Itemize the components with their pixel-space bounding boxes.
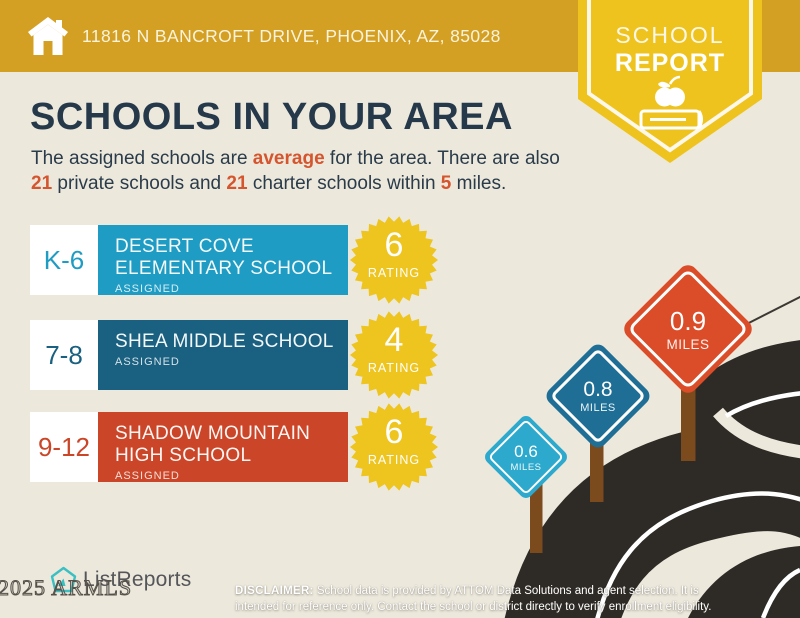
intro-segment: The assigned schools are [31,148,253,169]
house-icon [28,17,68,55]
assigned-label: ASSIGNED [115,356,180,368]
page-title: SCHOOLS IN YOUR AREA [30,96,513,138]
school-name-line1: DESERT COVE [115,236,254,257]
rating-label: RATING [367,361,421,375]
road-main [504,419,800,618]
disclaimer-body: School data is provided by ATTOM Data So… [235,584,712,613]
intro-segment: miles. [451,173,507,195]
school-name-line1: SHADOW MOUNTAIN [115,423,311,444]
school-bar: SHADOW MOUNTAIN HIGH SCHOOL ASSIGNED [98,412,348,482]
school-bar: DESERT COVE ELEMENTARY SCHOOL ASSIGNED [98,225,348,295]
rating-starburst: 6 RATING [350,403,438,491]
sign-unit: MILES [510,461,542,473]
rating-starburst: 6 RATING [350,216,438,304]
listreports-logo: ListReports [50,566,191,593]
school-report-badge: SCHOOL REPORT [578,0,762,170]
distance-sign-09: 0.9 MILES [620,261,756,397]
sign-distance: 0.8 [583,378,613,401]
sign-distance: 0.6 [514,441,538,461]
intro-highlight-charter-count: 21 [226,173,248,195]
road-line-1 [595,491,800,618]
brand-name: ListReports [83,567,192,591]
road-line-2 [724,391,800,418]
rating-value: 6 [384,413,404,451]
grade-range: K-6 [30,225,98,295]
school-name-line1: SHEA MIDDLE SCHOOL [115,331,334,352]
rating-label: RATING [367,453,421,467]
rating-starburst: 4 RATING [350,311,438,399]
distance-sign-08: 0.8 MILES [542,340,654,452]
intro-highlight-radius: 5 [440,173,452,195]
school-row-elementary: K-6 DESERT COVE ELEMENTARY SCHOOL ASSIGN… [30,216,450,304]
badge-title-line1: SCHOOL [615,22,725,48]
disclaimer-label: DISCLAIMER: [235,584,314,597]
road-upper [690,340,800,450]
property-address: 11816 N BANCROFT DRIVE, PHOENIX, AZ, 850… [82,26,501,46]
disclaimer-text: DISCLAIMER: School data is provided by A… [235,583,743,616]
school-name-line2: ELEMENTARY SCHOOL [115,258,333,279]
school-name-line2: HIGH SCHOOL [115,445,252,466]
book-icon [639,109,703,130]
badge-title-line2: REPORT [614,49,726,77]
intro-highlight-average: average [252,148,325,169]
assigned-label: ASSIGNED [115,470,180,482]
school-bar: SHEA MIDDLE SCHOOL ASSIGNED [98,320,348,390]
assigned-label: ASSIGNED [115,283,180,295]
intro-segment: for the area. There are also [324,148,560,169]
sign-unit: MILES [580,402,616,414]
intro-text: The assigned schools are average for the… [31,146,586,196]
school-row-middle: 7-8 SHEA MIDDLE SCHOOL ASSIGNED 4 RATING [30,311,450,399]
apple-books-icon [655,75,685,107]
sign-unit: MILES [666,337,710,352]
armls-watermark: 2025 ARMLS [0,575,133,601]
rating-value: 4 [384,321,404,359]
grade-range: 7-8 [30,320,98,390]
badge-shape [578,0,762,163]
distance-sign-06: 0.6 MILES [482,413,570,501]
intro-segment: private schools and [52,173,227,195]
intro-segment: charter schools within [247,173,441,195]
rating-value: 6 [384,226,404,264]
school-row-high: 9-12 SHADOW MOUNTAIN HIGH SCHOOL ASSIGNE… [30,403,450,491]
listreports-house-icon [50,566,77,593]
intro-highlight-private-count: 21 [31,173,53,195]
rating-label: RATING [367,266,421,280]
grade-range: 9-12 [30,412,98,482]
road-notch [713,407,800,459]
sign-distance: 0.9 [669,306,707,336]
road-line-3 [760,567,800,618]
